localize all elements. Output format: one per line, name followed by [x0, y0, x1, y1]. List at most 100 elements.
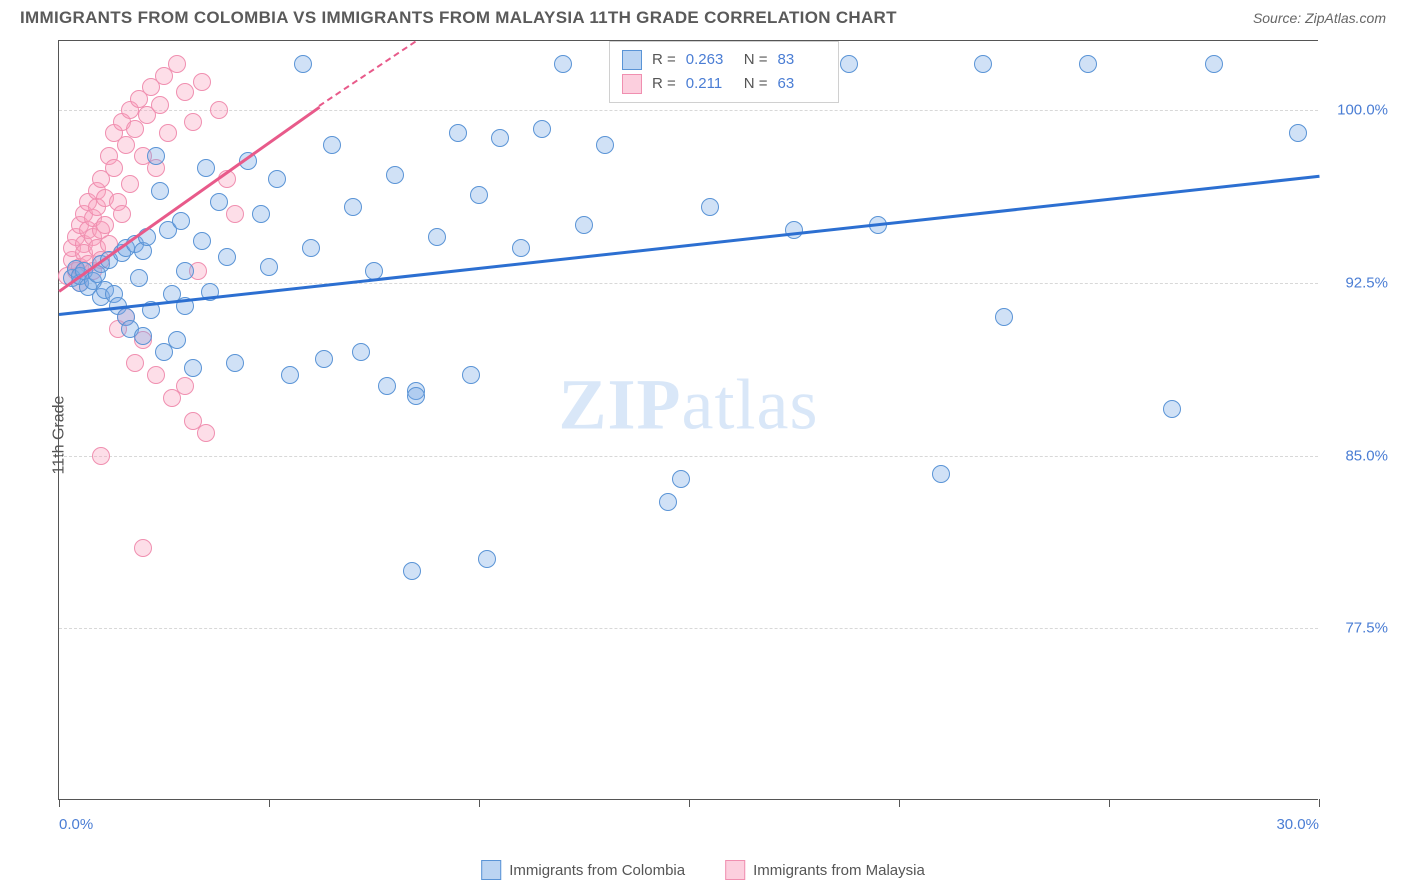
legend-label-pink: Immigrants from Malaysia [753, 862, 925, 879]
chart-container: 11th Grade ZIPatlas 77.5%85.0%92.5%100.0… [58, 40, 1388, 830]
scatter-point-blue [134, 327, 152, 345]
x-tick [899, 799, 900, 807]
scatter-point-blue [151, 182, 169, 200]
scatter-point-pink [184, 113, 202, 131]
scatter-point-blue [352, 343, 370, 361]
scatter-point-blue [785, 221, 803, 239]
scatter-point-blue [974, 55, 992, 73]
scatter-point-blue [1163, 400, 1181, 418]
n-value-blue: 83 [778, 48, 826, 72]
scatter-point-blue [378, 377, 396, 395]
gridline-h [59, 283, 1318, 284]
scatter-point-blue [260, 258, 278, 276]
source-attribution: Source: ZipAtlas.com [1253, 10, 1386, 26]
scatter-point-pink [113, 205, 131, 223]
scatter-point-pink [105, 159, 123, 177]
scatter-point-pink [147, 366, 165, 384]
scatter-point-blue [478, 550, 496, 568]
scatter-point-blue [281, 366, 299, 384]
plot-area: ZIPatlas 77.5%85.0%92.5%100.0%0.0%30.0%R… [58, 40, 1318, 800]
scatter-point-blue [294, 55, 312, 73]
scatter-point-blue [533, 120, 551, 138]
scatter-point-pink [197, 424, 215, 442]
legend-item-malaysia: Immigrants from Malaysia [725, 860, 925, 880]
scatter-point-blue [176, 262, 194, 280]
scatter-point-blue [462, 366, 480, 384]
scatter-point-blue [252, 205, 270, 223]
scatter-point-pink [226, 205, 244, 223]
scatter-point-blue [403, 562, 421, 580]
scatter-point-blue [130, 269, 148, 287]
scatter-point-blue [1289, 124, 1307, 142]
scatter-point-blue [1079, 55, 1097, 73]
legend-item-colombia: Immigrants from Colombia [481, 860, 685, 880]
scatter-point-blue [659, 493, 677, 511]
scatter-point-pink [151, 96, 169, 114]
x-tick [479, 799, 480, 807]
scatter-point-blue [701, 198, 719, 216]
x-tick-label: 0.0% [59, 816, 93, 833]
scatter-point-blue [491, 129, 509, 147]
scatter-point-pink [126, 354, 144, 372]
trend-line-blue [59, 175, 1319, 316]
scatter-point-blue [226, 354, 244, 372]
scatter-point-blue [210, 193, 228, 211]
scatter-point-pink [134, 539, 152, 557]
trend-line-pink [319, 41, 417, 107]
scatter-point-pink [176, 83, 194, 101]
stats-swatch-pink [622, 74, 642, 94]
x-tick [1319, 799, 1320, 807]
scatter-point-pink [96, 216, 114, 234]
scatter-point-blue [193, 232, 211, 250]
scatter-point-blue [344, 198, 362, 216]
scatter-point-pink [168, 55, 186, 73]
scatter-point-blue [268, 170, 286, 188]
gridline-h [59, 456, 1318, 457]
stats-legend: R = 0.263 N = 83 R = 0.211 N = 63 [609, 41, 839, 103]
scatter-point-blue [672, 470, 690, 488]
n-label: N = [744, 48, 768, 72]
x-tick-label: 30.0% [1276, 816, 1319, 833]
scatter-point-blue [470, 186, 488, 204]
scatter-point-blue [428, 228, 446, 246]
n-label: N = [744, 72, 768, 96]
x-tick [1109, 799, 1110, 807]
scatter-point-pink [121, 175, 139, 193]
scatter-point-blue [596, 136, 614, 154]
scatter-point-blue [449, 124, 467, 142]
scatter-point-blue [302, 239, 320, 257]
scatter-point-blue [840, 55, 858, 73]
y-tick-label: 77.5% [1328, 620, 1388, 637]
y-tick-label: 85.0% [1328, 447, 1388, 464]
n-value-pink: 63 [778, 72, 826, 96]
x-tick [689, 799, 690, 807]
scatter-point-blue [147, 147, 165, 165]
scatter-point-blue [932, 465, 950, 483]
scatter-point-blue [995, 308, 1013, 326]
scatter-point-blue [407, 387, 425, 405]
scatter-point-blue [168, 331, 186, 349]
scatter-point-blue [172, 212, 190, 230]
gridline-h [59, 110, 1318, 111]
r-value-pink: 0.211 [686, 72, 734, 96]
scatter-point-pink [210, 101, 228, 119]
y-tick-label: 92.5% [1328, 274, 1388, 291]
scatter-point-pink [176, 377, 194, 395]
scatter-point-blue [386, 166, 404, 184]
scatter-point-blue [197, 159, 215, 177]
x-tick [269, 799, 270, 807]
chart-title: IMMIGRANTS FROM COLOMBIA VS IMMIGRANTS F… [20, 8, 897, 28]
stats-swatch-blue [622, 50, 642, 70]
gridline-h [59, 628, 1318, 629]
scatter-point-pink [126, 120, 144, 138]
scatter-point-pink [92, 447, 110, 465]
y-tick-label: 100.0% [1328, 102, 1388, 119]
x-tick [59, 799, 60, 807]
r-label: R = [652, 48, 676, 72]
scatter-point-blue [1205, 55, 1223, 73]
legend-swatch-pink [725, 860, 745, 880]
legend-label-blue: Immigrants from Colombia [509, 862, 685, 879]
scatter-point-blue [184, 359, 202, 377]
r-label: R = [652, 72, 676, 96]
r-value-blue: 0.263 [686, 48, 734, 72]
